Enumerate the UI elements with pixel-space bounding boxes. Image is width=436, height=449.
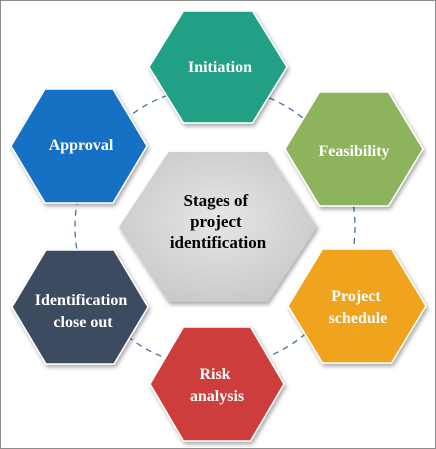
stage-hexagon-initiation — [148, 10, 288, 124]
stage-hexagon-feasibility — [284, 91, 424, 207]
stage-label-line: Project — [331, 288, 381, 305]
connector-ring — [74, 86, 356, 368]
stage-label-line: Risk — [199, 366, 230, 383]
stage-hexagon-risk-analysis — [149, 326, 285, 442]
stage-label-line: Approval — [49, 137, 114, 154]
stage-label-line: Identification — [35, 292, 128, 309]
stage-label-line: analysis — [190, 388, 244, 405]
stage-label-project-schedule: Project schedule — [329, 288, 388, 327]
stage-label-identification-close-out: Identification close out — [35, 292, 131, 331]
stage-label-line: close out — [53, 314, 113, 331]
stage-label-line: schedule — [329, 310, 388, 327]
stage-label-risk-analysis: Risk analysis — [190, 366, 244, 405]
center-label-line: Stages of — [184, 191, 249, 210]
stage-label-feasibility: Feasibility — [318, 143, 389, 160]
stage-label-line: Feasibility — [318, 143, 389, 160]
stage-hexagon-identification-close-out — [11, 249, 149, 365]
stage-hexagon-project-schedule — [287, 248, 427, 364]
center-label-line: project — [190, 212, 242, 231]
center-hexagon — [119, 152, 317, 302]
stage-label-initiation: Initiation — [188, 59, 252, 76]
stage-label-approval: Approval — [49, 137, 114, 154]
center-label: Stages of project identification — [170, 191, 267, 252]
center-label-line: identification — [170, 233, 267, 252]
stage-hexagon-approval — [10, 88, 148, 204]
stage-label-line: Initiation — [188, 59, 252, 76]
